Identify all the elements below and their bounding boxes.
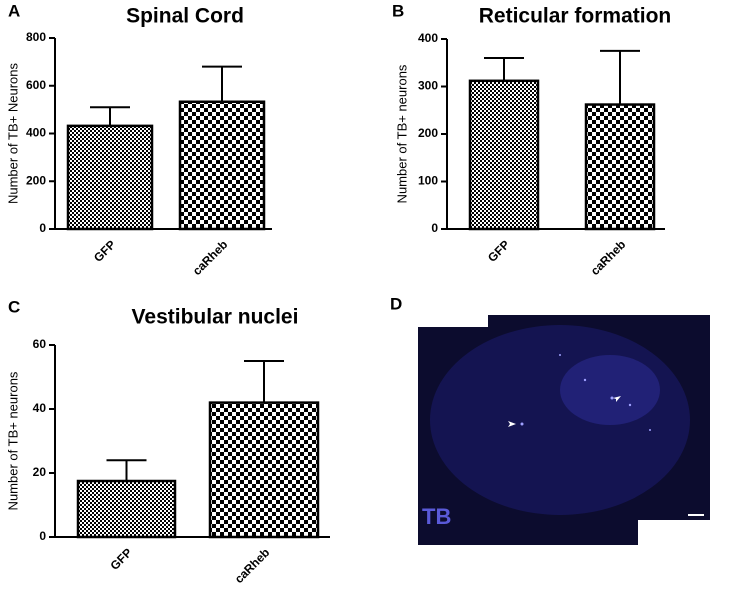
chart-title: Reticular formation <box>479 5 672 28</box>
panel-label: A <box>8 1 20 20</box>
panel-label: C <box>8 297 20 316</box>
panel-label: D <box>390 294 402 313</box>
x-tick-label: GFP <box>485 237 512 264</box>
y-axis-label: Number of TB+ Neurons <box>5 62 20 204</box>
y-tick-label: 100 <box>418 174 438 188</box>
chart-title: Vestibular nuclei <box>132 306 299 329</box>
y-tick-label: 300 <box>418 79 438 93</box>
x-tick-label: GFP <box>108 545 135 572</box>
image-label: TB <box>422 504 451 529</box>
y-tick-label: 0 <box>39 529 46 543</box>
x-tick-label: caRheb <box>232 545 273 586</box>
y-tick-label: 0 <box>39 221 46 235</box>
y-tick-label: 400 <box>26 126 46 140</box>
x-tick-label: caRheb <box>588 237 629 278</box>
y-tick-label: 600 <box>26 78 46 92</box>
bar <box>468 79 540 231</box>
chart-panel: A Spinal Cord Number of TB+ Neurons GFP caRh… <box>5 1 272 278</box>
chart-panel: C Vestibular nuclei Number of TB+ neurons G… <box>5 297 330 586</box>
image-panel: D TB <box>390 294 710 545</box>
x-tick-label: caRheb <box>190 237 231 278</box>
y-tick-label: 200 <box>418 126 438 140</box>
tissue-bright <box>560 355 660 425</box>
y-axis-label: Number of TB+ neurons <box>5 371 20 510</box>
y-tick-label: 60 <box>33 337 47 351</box>
bar <box>76 479 177 539</box>
y-tick-label: 0 <box>431 221 438 235</box>
y-axis-label: Number of TB+ neurons <box>394 64 409 203</box>
tissue <box>430 325 690 515</box>
bar <box>178 100 266 231</box>
bar <box>66 124 154 231</box>
y-tick-label: 200 <box>26 173 46 187</box>
bar <box>584 103 656 231</box>
panel-label: B <box>392 1 404 20</box>
y-tick-label: 40 <box>33 401 47 415</box>
chart-title: Spinal Cord <box>126 5 244 28</box>
y-tick-label: 800 <box>26 30 46 44</box>
y-tick-label: 20 <box>33 465 47 479</box>
x-tick-label: GFP <box>91 237 118 264</box>
y-tick-label: 400 <box>418 31 438 45</box>
chart-panel: B Reticular formation Number of TB+ neuron… <box>392 1 671 278</box>
bar <box>208 401 320 539</box>
cells <box>520 354 651 431</box>
